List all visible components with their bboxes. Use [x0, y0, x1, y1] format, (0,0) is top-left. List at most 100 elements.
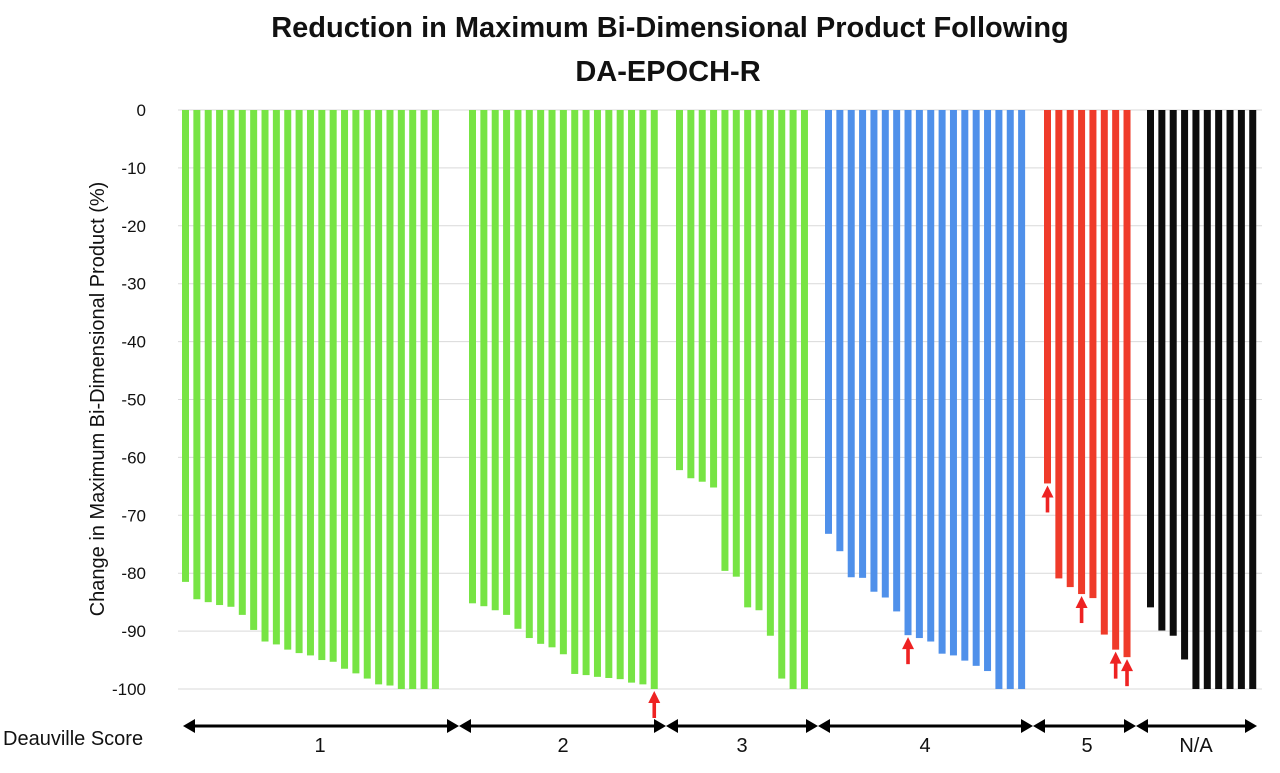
bar — [341, 110, 349, 669]
x-axis-label: Deauville Score — [3, 728, 143, 750]
bar — [1044, 110, 1051, 484]
bar — [605, 110, 613, 678]
bar — [904, 110, 912, 636]
group-bracket — [1136, 719, 1257, 733]
bar-group-2 — [469, 110, 658, 689]
group-label: N/A — [1179, 735, 1213, 757]
bar — [480, 110, 488, 607]
bar — [250, 110, 258, 630]
group-bracket — [183, 719, 459, 733]
bar — [938, 110, 946, 654]
bar — [847, 110, 855, 578]
red-arrow-icon — [1109, 651, 1122, 679]
y-axis-label: Change in Maximum Bi-Dimensional Product… — [87, 182, 109, 617]
bar — [721, 110, 729, 571]
group-bracket — [666, 719, 818, 733]
y-tick-label: -40 — [121, 333, 146, 352]
red-arrow-icon — [1041, 485, 1054, 513]
bar — [766, 110, 774, 636]
y-tick-label: -80 — [121, 564, 146, 583]
bar — [363, 110, 371, 679]
bar — [710, 110, 718, 488]
bar — [469, 110, 476, 604]
bar — [1055, 110, 1063, 579]
bar — [995, 110, 1003, 689]
bar — [1112, 110, 1120, 650]
group-label: 4 — [919, 735, 930, 757]
bar — [859, 110, 867, 578]
y-tick-label: -50 — [121, 391, 146, 410]
bar — [1181, 110, 1189, 660]
bar-group-3 — [676, 110, 808, 689]
bar — [1249, 110, 1257, 689]
bar — [836, 110, 844, 552]
bar — [744, 110, 752, 608]
bar-group-4 — [825, 110, 1026, 689]
bar — [204, 110, 212, 603]
bar-group-5 — [1044, 110, 1131, 658]
bar — [893, 110, 901, 612]
bar — [927, 110, 935, 642]
group-label: 3 — [736, 735, 747, 757]
bar-group-6 — [1147, 110, 1257, 689]
bar — [915, 110, 923, 639]
group-bracket — [1033, 719, 1136, 733]
group-label: 2 — [557, 735, 568, 757]
bar — [628, 110, 636, 683]
bar — [1089, 110, 1097, 599]
bar — [272, 110, 280, 645]
bars — [182, 110, 1257, 689]
group-label: 5 — [1081, 735, 1092, 757]
bar — [1066, 110, 1074, 588]
red-arrow-icon — [648, 691, 661, 718]
bar — [227, 110, 235, 607]
bar — [514, 110, 522, 629]
bar — [650, 110, 658, 689]
bar — [1006, 110, 1014, 689]
group-brackets: 1 2 3 4 5 N/A — [183, 719, 1257, 757]
red-arrow-icon — [902, 637, 915, 665]
bar — [984, 110, 992, 672]
bar — [1018, 110, 1026, 689]
bar — [216, 110, 224, 606]
bar — [548, 110, 556, 648]
red-arrow-icon — [1075, 596, 1088, 624]
bar — [525, 110, 533, 639]
bar — [306, 110, 314, 656]
y-axis-ticks: 0 -10 -20 -30 -40 -50 -60 -70 -80 -90 -100 — [112, 101, 146, 699]
y-tick-label: -10 — [121, 159, 146, 178]
gridlines — [178, 109, 1262, 690]
chart-title-line2: DA-EPOCH-R — [575, 56, 760, 88]
y-tick-label: -100 — [112, 680, 146, 699]
bar — [238, 110, 246, 615]
bar — [1192, 110, 1200, 689]
bar — [582, 110, 590, 676]
bar — [778, 110, 786, 679]
bar — [537, 110, 545, 644]
bar — [1237, 110, 1245, 689]
bar — [616, 110, 624, 680]
y-tick-label: -20 — [121, 217, 146, 236]
bar — [1226, 110, 1234, 689]
bar — [386, 110, 394, 686]
bar-group-1 — [182, 110, 439, 689]
bar — [1169, 110, 1177, 636]
bar — [949, 110, 957, 656]
bar — [639, 110, 647, 685]
bar — [1203, 110, 1211, 689]
bar — [687, 110, 695, 479]
bar — [295, 110, 303, 654]
bar — [1123, 110, 1131, 658]
bar — [431, 110, 439, 689]
y-tick-label: -30 — [121, 275, 146, 294]
bar — [352, 110, 360, 674]
bar — [409, 110, 417, 689]
bar — [961, 110, 969, 661]
bar — [1100, 110, 1108, 635]
bar — [318, 110, 326, 661]
bar — [1147, 110, 1154, 608]
bar — [732, 110, 740, 577]
bar — [559, 110, 567, 655]
bar — [593, 110, 601, 677]
